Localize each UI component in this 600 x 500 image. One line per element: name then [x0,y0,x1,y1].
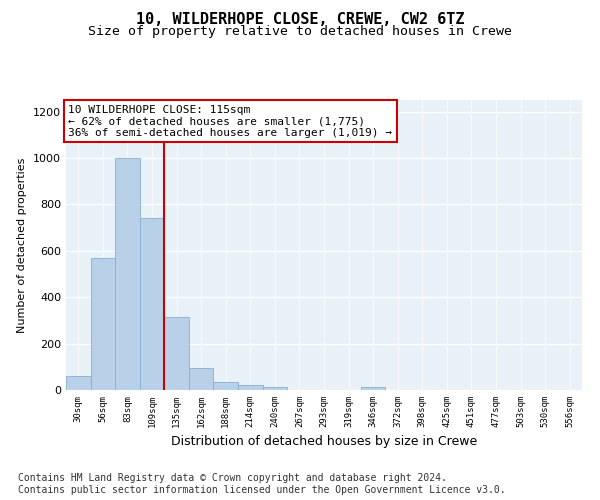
Bar [214,382,238,390]
Y-axis label: Number of detached properties: Number of detached properties [17,158,28,332]
Text: Size of property relative to detached houses in Crewe: Size of property relative to detached ho… [88,25,512,38]
Bar [91,258,115,390]
Text: 10, WILDERHOPE CLOSE, CREWE, CW2 6TZ: 10, WILDERHOPE CLOSE, CREWE, CW2 6TZ [136,12,464,28]
Text: Contains HM Land Registry data © Crown copyright and database right 2024.
Contai: Contains HM Land Registry data © Crown c… [18,474,506,495]
X-axis label: Distribution of detached houses by size in Crewe: Distribution of detached houses by size … [171,436,477,448]
Text: 10 WILDERHOPE CLOSE: 115sqm
← 62% of detached houses are smaller (1,775)
36% of : 10 WILDERHOPE CLOSE: 115sqm ← 62% of det… [68,104,392,138]
Bar [263,387,287,390]
Bar [189,368,214,390]
Bar [238,385,263,390]
Bar [361,387,385,390]
Bar [115,158,140,390]
Bar [66,376,91,390]
Bar [164,317,189,390]
Bar [140,218,164,390]
